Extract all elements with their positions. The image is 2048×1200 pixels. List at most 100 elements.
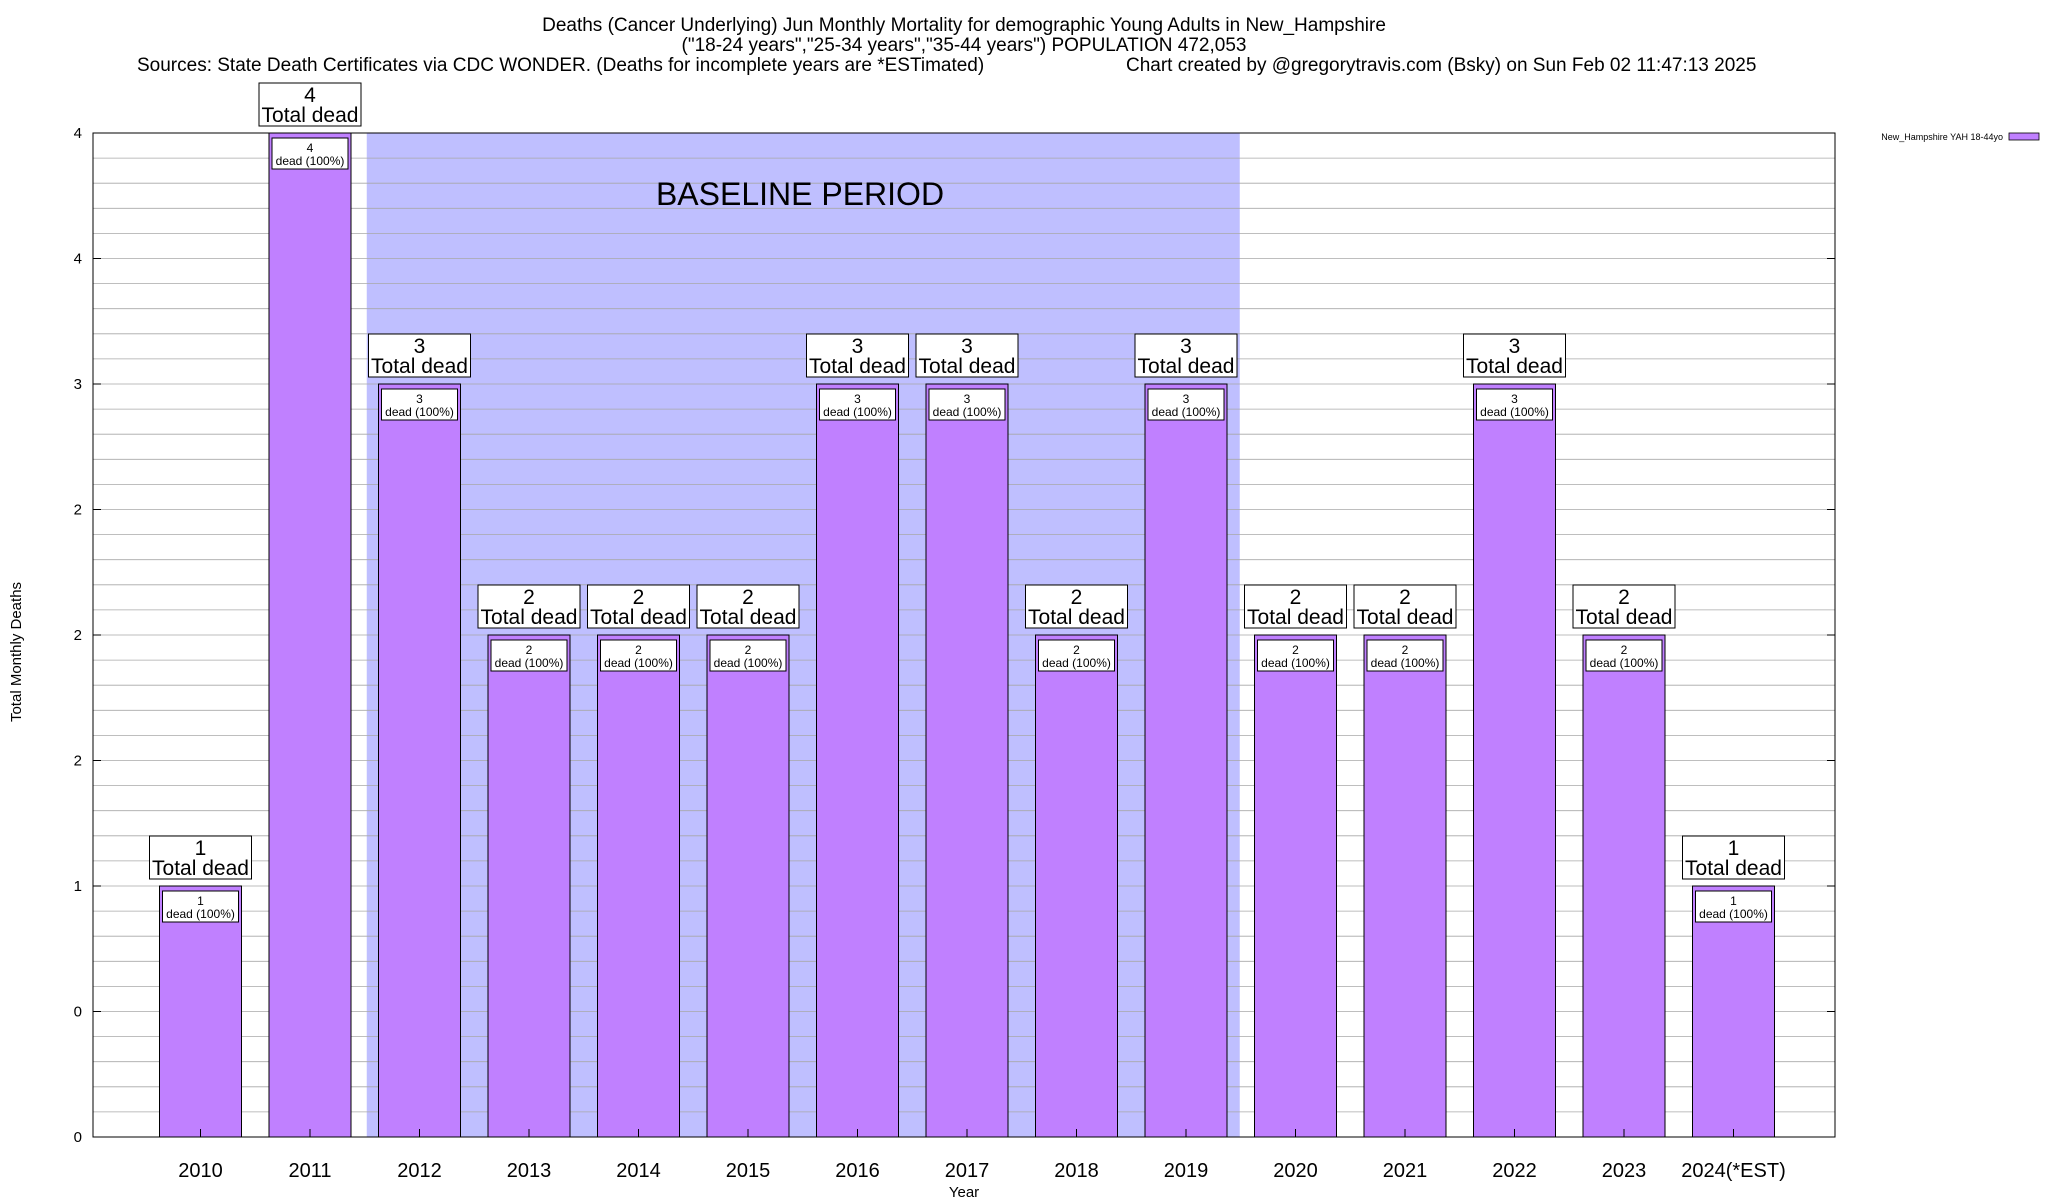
inner-dead-label: dead (100%) xyxy=(1371,656,1440,670)
x-tick-label: 2012 xyxy=(397,1160,442,1182)
inner-dead-label: dead (100%) xyxy=(823,405,892,419)
y-tick-label: 1 xyxy=(74,878,82,895)
total-dead-label: Total dead xyxy=(1357,606,1454,629)
total-value-label: 2 xyxy=(742,586,754,609)
legend-entry-swatch xyxy=(2008,132,2040,141)
x-tick-label: 2016 xyxy=(835,1160,880,1182)
inner-value-label: 2 xyxy=(1292,643,1299,657)
legend-entry-label: New_Hampshire YAH 18-44yo xyxy=(1881,132,2003,142)
y-axis-label: Total Monthly Deaths xyxy=(8,582,25,722)
bar-2023 xyxy=(1582,634,1666,1138)
total-value-label: 3 xyxy=(414,335,426,358)
inner-value-label: 3 xyxy=(416,392,423,406)
x-tick-label: 2022 xyxy=(1492,1160,1537,1182)
inner-label-box xyxy=(819,388,896,421)
inner-dead-label: dead (100%) xyxy=(1261,656,1330,670)
total-dead-label: Total dead xyxy=(809,355,906,378)
inner-label-box xyxy=(1147,388,1225,421)
inner-label-box xyxy=(1038,639,1115,672)
total-dead-label: Total dead xyxy=(481,606,578,629)
x-tick-label: 2019 xyxy=(1164,1160,1209,1182)
total-value-label: 2 xyxy=(1618,586,1630,609)
total-label-box xyxy=(258,82,362,127)
total-label-box xyxy=(915,333,1019,378)
inner-dead-label: dead (100%) xyxy=(1480,405,1549,419)
total-label-box xyxy=(149,835,252,880)
bars-layer xyxy=(159,132,1775,1138)
inner-dead-label: dead (100%) xyxy=(1042,656,1111,670)
total-label-box xyxy=(587,584,690,629)
inner-label-box xyxy=(162,890,239,923)
y-tick-label: 4 xyxy=(74,251,82,268)
total-dead-label: Total dead xyxy=(152,857,249,880)
total-value-label: 2 xyxy=(1399,586,1411,609)
inner-value-label: 2 xyxy=(526,643,533,657)
inner-label-box xyxy=(1476,388,1553,421)
chart-credit: Chart created by @gregorytravis.com (Bsk… xyxy=(1126,55,1756,76)
total-value-label: 2 xyxy=(523,586,535,609)
inner-value-label: 2 xyxy=(1073,643,1080,657)
total-label-box xyxy=(1244,584,1347,629)
x-tick-label: 2024(*EST) xyxy=(1681,1160,1786,1182)
total-value-label: 1 xyxy=(195,837,207,860)
bar-2021 xyxy=(1363,634,1447,1138)
y-tick-label: 3 xyxy=(74,376,82,393)
total-dead-label: Total dead xyxy=(1247,606,1344,629)
y-tick-label: 2 xyxy=(74,627,82,644)
total-dead-label: Total dead xyxy=(1138,355,1235,378)
total-dead-label: Total dead xyxy=(1028,606,1125,629)
y-tick-label: 0 xyxy=(74,1129,82,1146)
inner-value-label: 1 xyxy=(1730,894,1737,908)
inner-dead-label: dead (100%) xyxy=(1590,656,1659,670)
total-dead-label: Total dead xyxy=(1685,857,1782,880)
x-tick-label: 2021 xyxy=(1383,1160,1428,1182)
total-value-label: 2 xyxy=(633,586,645,609)
total-label-box xyxy=(1025,584,1128,629)
total-dead-label: Total dead xyxy=(1466,355,1563,378)
total-label-box xyxy=(806,333,909,378)
inner-dead-label: dead (100%) xyxy=(495,656,564,670)
total-dead-label: Total dead xyxy=(371,355,468,378)
x-tick-label: 2017 xyxy=(945,1160,990,1182)
inner-dead-label: dead (100%) xyxy=(933,405,1002,419)
total-label-box xyxy=(1134,333,1238,378)
bar-2013 xyxy=(487,634,571,1138)
total-dead-label: Total dead xyxy=(1576,606,1673,629)
total-value-label: 3 xyxy=(961,335,973,358)
chart-subtitle: ("18-24 years","25-34 years","35-44 year… xyxy=(682,35,1247,56)
bar-2011 xyxy=(268,132,352,1138)
total-value-label: 1 xyxy=(1728,837,1740,860)
inner-dead-label: dead (100%) xyxy=(276,154,345,168)
total-value-label: 2 xyxy=(1071,586,1083,609)
y-tick-label: 4 xyxy=(74,125,82,142)
bar-2014 xyxy=(597,634,680,1138)
inner-value-label: 2 xyxy=(745,643,752,657)
ticks-layer: 0 0 1 2 2 2 3 4 4 xyxy=(74,125,1835,1146)
total-label-box xyxy=(477,584,581,629)
inner-value-label: 4 xyxy=(307,141,314,155)
total-label-box xyxy=(368,333,471,378)
inner-dead-label: dead (100%) xyxy=(714,656,783,670)
inner-label-box xyxy=(271,137,349,170)
total-label-box xyxy=(696,584,800,629)
y-tick-label: 2 xyxy=(74,753,82,770)
chart-sources: Sources: State Death Certificates via CD… xyxy=(137,55,984,76)
bar-2018 xyxy=(1035,634,1118,1138)
total-dead-label: Total dead xyxy=(700,606,797,629)
total-value-label: 4 xyxy=(304,84,316,107)
total-value-label: 3 xyxy=(852,335,864,358)
inner-label-box xyxy=(928,388,1006,421)
chart-title: Deaths (Cancer Underlying) Jun Monthly M… xyxy=(542,15,1386,36)
inner-label-box xyxy=(709,639,787,672)
inner-value-label: 3 xyxy=(1183,392,1190,406)
inner-label-box xyxy=(1585,639,1663,672)
inner-value-label: 3 xyxy=(964,392,971,406)
inner-dead-label: dead (100%) xyxy=(1152,405,1221,419)
bar-2016 xyxy=(816,383,899,1138)
total-value-label: 2 xyxy=(1290,586,1302,609)
inner-label-box xyxy=(1695,890,1772,923)
inner-value-label: 3 xyxy=(854,392,861,406)
x-tick-label: 2020 xyxy=(1273,1160,1318,1182)
inner-value-label: 2 xyxy=(1402,643,1409,657)
